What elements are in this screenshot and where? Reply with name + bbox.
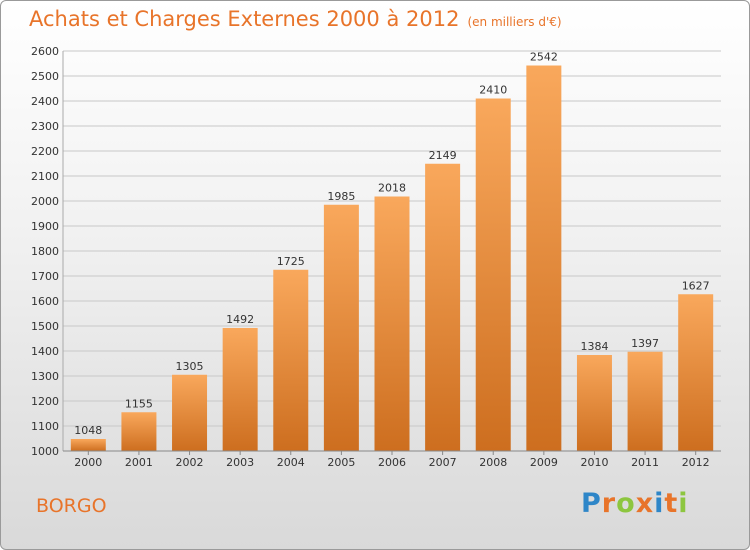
y-tick-label: 1300 <box>31 370 59 383</box>
x-tick-label: 2010 <box>580 456 608 469</box>
bar-2006 <box>374 196 410 451</box>
bar-2002 <box>172 374 208 451</box>
data-label: 1985 <box>327 190 355 203</box>
y-axis: 1000 1100 1200 1300 1400 1500 1600 1700 1800 1900… <box>31 45 64 458</box>
y-tick-label: 2500 <box>31 70 59 83</box>
x-tick-label: 2012 <box>682 456 710 469</box>
y-tick-label: 2600 <box>31 45 59 58</box>
data-label: 2149 <box>429 149 457 162</box>
y-tick-label: 1400 <box>31 345 59 358</box>
bar-2001 <box>121 412 157 451</box>
bar-2000 <box>70 439 106 451</box>
title-unit: (en milliers d'€) <box>467 15 562 29</box>
data-label: 1048 <box>74 424 102 437</box>
data-label: 1384 <box>580 340 608 353</box>
logo-letter: x <box>635 488 655 519</box>
bar-2003 <box>222 328 258 451</box>
x-tick-label: 2005 <box>327 456 355 469</box>
x-tick-label: 2000 <box>74 456 102 469</box>
y-tick-label: 1900 <box>31 220 59 233</box>
x-tick-label: 2001 <box>125 456 153 469</box>
x-tick-label: 2009 <box>530 456 558 469</box>
x-tick-label: 2006 <box>378 456 406 469</box>
y-tick-label: 1200 <box>31 395 59 408</box>
y-tick-label: 1000 <box>31 445 59 458</box>
data-label: 1155 <box>125 397 153 410</box>
logo-letter: t <box>664 488 679 519</box>
y-tick-label: 2200 <box>31 145 59 158</box>
data-label: 1305 <box>176 360 204 373</box>
data-label: 1627 <box>682 279 710 292</box>
x-axis: 2000 2001 2002 2003 2004 2005 2006 2007 2008 2009… <box>63 450 721 469</box>
data-label: 2542 <box>530 51 558 64</box>
bar-2007 <box>425 163 461 451</box>
bars: 1048 1155 1305 1492 1725 1985 2018 2149 2410 2542… <box>70 51 714 451</box>
x-tick-label: 2003 <box>226 456 254 469</box>
logo-letter: r <box>601 488 617 519</box>
x-tick-label: 2007 <box>429 456 457 469</box>
data-label: 1492 <box>226 313 254 326</box>
y-tick-label: 1100 <box>31 420 59 433</box>
y-tick-label: 2400 <box>31 95 59 108</box>
data-label: 1397 <box>631 337 659 350</box>
commune-name: BORGO <box>36 495 107 517</box>
proxiti-logo[interactable]: Proxiti <box>581 488 689 519</box>
y-tick-label: 1600 <box>31 295 59 308</box>
x-tick-label: 2004 <box>277 456 305 469</box>
bar-2008 <box>475 98 511 451</box>
x-tick-label: 2008 <box>479 456 507 469</box>
data-label: 1725 <box>277 255 305 268</box>
bar-2005 <box>323 204 359 451</box>
x-tick-label: 2002 <box>176 456 204 469</box>
data-label: 2410 <box>479 84 507 97</box>
logo-letter: P <box>581 488 602 519</box>
bar-2009 <box>526 65 562 451</box>
chart-title: Achats et Charges Externes 2000 à 2012 (e… <box>29 7 562 31</box>
bar-2010 <box>576 355 612 451</box>
logo-letter: o <box>616 488 636 519</box>
logo-letter: i <box>678 488 689 519</box>
y-tick-label: 1800 <box>31 245 59 258</box>
bar-2004 <box>273 269 309 451</box>
data-label: 2018 <box>378 182 406 195</box>
y-tick-label: 2000 <box>31 195 59 208</box>
x-tick-label: 2011 <box>631 456 659 469</box>
title-text: Achats et Charges Externes 2000 à 2012 <box>29 7 460 31</box>
bar-2012 <box>678 294 714 451</box>
y-tick-label: 1700 <box>31 270 59 283</box>
logo-letter: i <box>654 488 665 519</box>
y-tick-label: 2300 <box>31 120 59 133</box>
bar-2011 <box>627 351 663 451</box>
y-tick-label: 1500 <box>31 320 59 333</box>
y-tick-label: 2100 <box>31 170 59 183</box>
